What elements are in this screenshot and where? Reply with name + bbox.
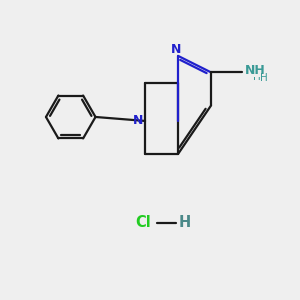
Text: NH: NH	[245, 64, 266, 77]
Text: Cl: Cl	[136, 215, 151, 230]
Text: H: H	[253, 72, 261, 82]
Text: N: N	[133, 114, 143, 128]
Text: H: H	[260, 73, 267, 83]
Text: H: H	[178, 215, 191, 230]
Text: N: N	[245, 64, 256, 76]
Text: N: N	[171, 43, 182, 56]
